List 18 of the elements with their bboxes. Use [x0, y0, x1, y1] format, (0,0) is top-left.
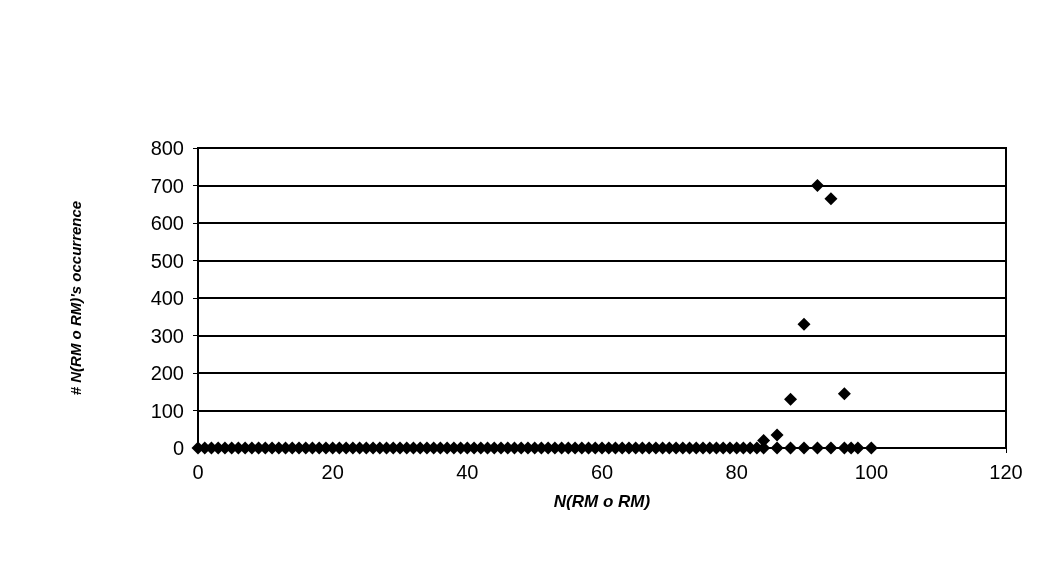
y-axis-title: # N(RM o RM)'s occurrence — [67, 200, 84, 396]
y-tick-label: 500 — [150, 249, 184, 272]
y-tick-label: 200 — [150, 362, 184, 384]
y-tick-label: 100 — [150, 399, 184, 422]
y-tick-label: 800 — [150, 137, 184, 159]
x-tick-label: 0 — [192, 461, 204, 483]
y-tick-label: 400 — [150, 287, 184, 309]
y-tick-label: 700 — [150, 174, 184, 197]
x-tick-label: 120 — [989, 461, 1023, 483]
x-tick-label: 60 — [590, 461, 614, 483]
x-axis-title: N(RM o RM) — [553, 492, 651, 511]
y-tick-label: 0 — [172, 437, 184, 459]
y-tick-label: 300 — [150, 324, 184, 347]
y-tick-label: 600 — [150, 212, 184, 234]
x-tick-label: 40 — [456, 461, 479, 483]
x-tick-label: 100 — [854, 461, 889, 483]
x-tick-label: 80 — [725, 461, 748, 483]
x-tick-label: 20 — [321, 461, 344, 483]
